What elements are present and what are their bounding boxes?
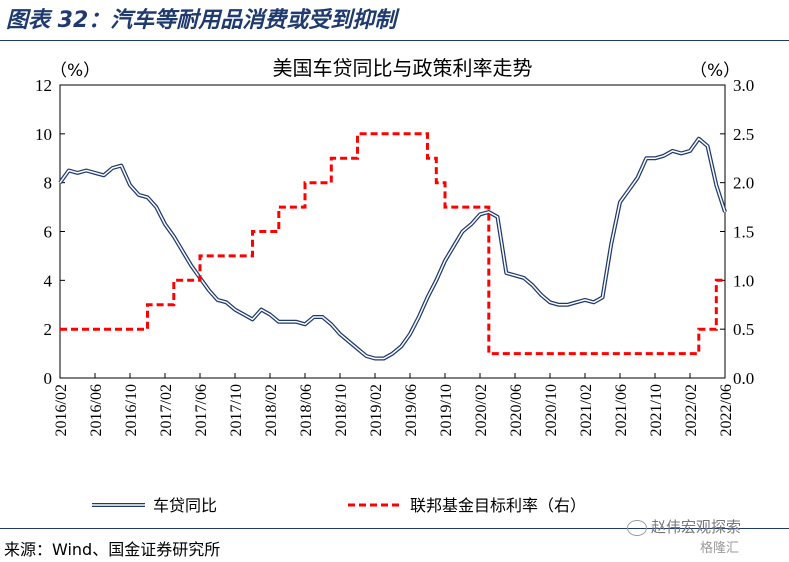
left-tick-label: 4 (44, 271, 53, 290)
left-axis-unit: （%） (50, 61, 100, 81)
x-tick-label: 2018/06 (298, 384, 315, 436)
x-tick-label: 2020/02 (473, 384, 490, 436)
watermark-text: 赵伟宏观探索 (651, 518, 742, 536)
title-rule (0, 40, 789, 41)
legend-label-auto-loan: 车贷同比 (153, 496, 217, 515)
right-tick-label: 1.0 (733, 271, 754, 290)
left-tick-label: 6 (44, 223, 53, 242)
plot-frame (59, 84, 726, 379)
x-tick-label: 2020/06 (508, 384, 525, 436)
right-tick-label: 0.5 (733, 320, 754, 339)
x-tick-label: 2019/10 (438, 384, 455, 436)
figure-title: 图表 32：汽车等耐用品消费或受到抑制 (6, 8, 397, 33)
chart-title: 美国车贷同比与政策利率走势 (273, 56, 533, 80)
watermark: 赵伟宏观探索 (627, 516, 741, 537)
x-tick-label: 2020/10 (543, 384, 560, 436)
x-tick-label: 2021/10 (648, 384, 665, 436)
x-tick-label: 2018/02 (263, 384, 280, 436)
right-axis-unit: （%） (690, 61, 740, 81)
left-tick-label: 0 (44, 369, 53, 388)
bottom-rule (0, 528, 789, 529)
x-tick-label: 2016/06 (88, 384, 105, 436)
legend-label-fed-rate: 联邦基金目标利率（右） (410, 496, 586, 515)
right-tick-label: 3.0 (733, 76, 754, 95)
left-tick-label: 10 (35, 125, 52, 144)
source-note: 来源：Wind、国金证券研究所 (4, 540, 221, 559)
right-tick-label: 0.0 (733, 369, 754, 388)
x-tick-label: 2017/02 (158, 384, 175, 436)
series-line-dashed (60, 132, 725, 356)
wechat-icon (627, 519, 647, 536)
x-tick-label: 2017/06 (193, 384, 210, 436)
x-tick-label: 2019/06 (403, 384, 420, 436)
x-tick-label: 2018/10 (333, 384, 350, 436)
series-line-outer (58, 136, 727, 361)
x-tick-label: 2021/06 (613, 384, 630, 436)
left-tick-label: 8 (44, 174, 53, 193)
left-tick-label: 12 (35, 76, 52, 95)
series-line-inner (59, 137, 726, 360)
left-tick-label: 2 (44, 320, 53, 339)
x-tick-label: 2022/06 (718, 384, 735, 436)
watermark-2: 格隆汇 (700, 541, 740, 556)
right-tick-label: 2.5 (733, 125, 754, 144)
right-tick-label: 2.0 (733, 174, 754, 193)
x-tick-label: 2017/10 (228, 384, 245, 436)
x-tick-label: 2016/10 (123, 384, 140, 436)
x-tick-label: 2016/02 (53, 384, 70, 436)
right-tick-label: 1.5 (733, 223, 754, 242)
x-tick-label: 2019/02 (368, 384, 385, 436)
x-tick-label: 2021/02 (578, 384, 595, 436)
chart-area: 美国车贷同比与政策利率走势 （%） （%） 0 2 4 6 8 10 12 0.0 0.5 1.0 1.5… (35, 56, 754, 515)
x-tick-label: 2022/02 (683, 384, 700, 436)
